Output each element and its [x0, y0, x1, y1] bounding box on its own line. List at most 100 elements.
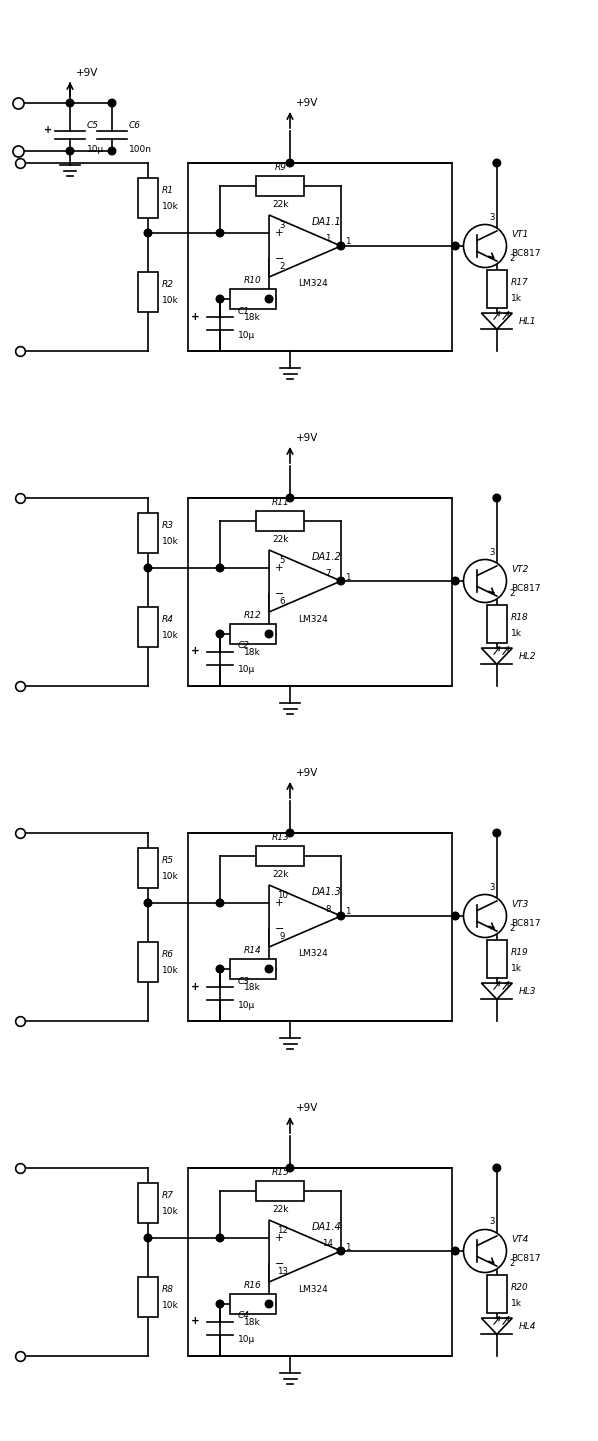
Text: 18k: 18k — [244, 648, 261, 657]
Text: 1: 1 — [345, 572, 350, 582]
Text: BC817: BC817 — [511, 919, 541, 928]
Text: −: − — [274, 589, 283, 599]
Bar — [230, 1294, 276, 1314]
Bar — [138, 1277, 158, 1317]
Bar — [230, 960, 276, 978]
Circle shape — [144, 899, 152, 906]
Text: DA1.1: DA1.1 — [312, 218, 342, 228]
Text: 3: 3 — [490, 212, 495, 222]
Text: +9V: +9V — [296, 768, 318, 778]
Text: +9V: +9V — [296, 98, 318, 108]
Text: BC817: BC817 — [511, 249, 541, 258]
Text: LM324: LM324 — [298, 614, 328, 624]
Circle shape — [144, 229, 152, 236]
Bar — [138, 179, 158, 218]
Text: 22k: 22k — [272, 870, 289, 879]
Text: 3: 3 — [279, 222, 285, 231]
Circle shape — [266, 295, 273, 303]
Text: 10μ: 10μ — [238, 1336, 255, 1344]
Text: C6: C6 — [129, 121, 141, 130]
Text: 9: 9 — [279, 931, 285, 941]
Text: 18k: 18k — [244, 1319, 261, 1327]
Circle shape — [108, 99, 116, 107]
Bar — [138, 942, 158, 981]
Text: R3: R3 — [162, 522, 174, 530]
Text: R10: R10 — [243, 277, 261, 285]
Circle shape — [493, 1164, 501, 1172]
Text: R14: R14 — [243, 945, 261, 955]
Text: 1k: 1k — [511, 628, 522, 637]
Text: 13: 13 — [276, 1267, 288, 1275]
Circle shape — [463, 559, 507, 602]
Text: 10k: 10k — [162, 872, 179, 882]
Bar — [188, 163, 452, 352]
Text: DA1.2: DA1.2 — [312, 552, 342, 562]
Text: 1k: 1k — [511, 1298, 522, 1307]
Text: 1: 1 — [345, 1242, 350, 1251]
Circle shape — [337, 1248, 345, 1255]
Polygon shape — [269, 550, 341, 612]
Circle shape — [216, 229, 224, 236]
Text: 22k: 22k — [272, 1205, 289, 1213]
Polygon shape — [481, 983, 512, 999]
Text: 10k: 10k — [162, 297, 179, 305]
Polygon shape — [269, 1221, 341, 1282]
Text: 10μ: 10μ — [87, 146, 104, 154]
Text: +: + — [191, 647, 200, 657]
Text: +: + — [191, 311, 200, 321]
Text: 10k: 10k — [162, 537, 179, 546]
Text: DA1.4: DA1.4 — [312, 1222, 342, 1232]
Text: 10μ: 10μ — [238, 666, 255, 674]
Text: R15: R15 — [271, 1169, 289, 1177]
Bar — [487, 1275, 507, 1313]
Bar — [188, 1169, 452, 1356]
Circle shape — [66, 147, 74, 154]
Text: C3: C3 — [238, 977, 250, 986]
Text: LM324: LM324 — [298, 1284, 328, 1294]
Text: 2: 2 — [279, 261, 285, 271]
Bar — [230, 624, 276, 644]
Text: 10k: 10k — [162, 203, 179, 212]
Circle shape — [108, 147, 116, 154]
Text: 1: 1 — [345, 908, 350, 916]
Circle shape — [216, 295, 224, 303]
Circle shape — [463, 1229, 507, 1272]
Bar — [188, 833, 452, 1022]
Text: +9V: +9V — [76, 68, 99, 78]
Text: R20: R20 — [511, 1282, 529, 1291]
Text: R6: R6 — [162, 951, 174, 960]
Circle shape — [493, 159, 501, 167]
Circle shape — [144, 565, 152, 572]
Text: −: − — [274, 924, 283, 934]
Text: BC817: BC817 — [511, 1254, 541, 1262]
Bar — [138, 847, 158, 888]
Bar — [487, 940, 507, 978]
Text: DA1.3: DA1.3 — [312, 888, 342, 896]
Circle shape — [337, 578, 345, 585]
Text: R17: R17 — [511, 278, 529, 287]
Circle shape — [451, 1248, 459, 1255]
Text: 5: 5 — [279, 556, 285, 565]
Text: 10μ: 10μ — [238, 330, 255, 340]
Circle shape — [286, 494, 294, 501]
Bar — [257, 846, 304, 866]
Text: 3: 3 — [490, 882, 495, 892]
Text: 2: 2 — [509, 589, 515, 598]
Text: +: + — [274, 228, 283, 238]
Text: +: + — [274, 563, 283, 574]
Text: VT4: VT4 — [511, 1235, 529, 1244]
Bar — [257, 1182, 304, 1200]
Text: VT1: VT1 — [511, 229, 529, 239]
Circle shape — [216, 965, 224, 973]
Circle shape — [286, 1164, 294, 1172]
Text: C2: C2 — [238, 641, 250, 650]
Text: −: − — [274, 1259, 283, 1270]
Polygon shape — [481, 648, 512, 664]
Circle shape — [216, 1300, 224, 1308]
Circle shape — [337, 242, 345, 249]
Text: 2: 2 — [509, 1259, 515, 1268]
Text: BC817: BC817 — [511, 584, 541, 594]
Circle shape — [493, 829, 501, 837]
Text: +9V: +9V — [296, 1102, 318, 1112]
Circle shape — [66, 99, 74, 107]
